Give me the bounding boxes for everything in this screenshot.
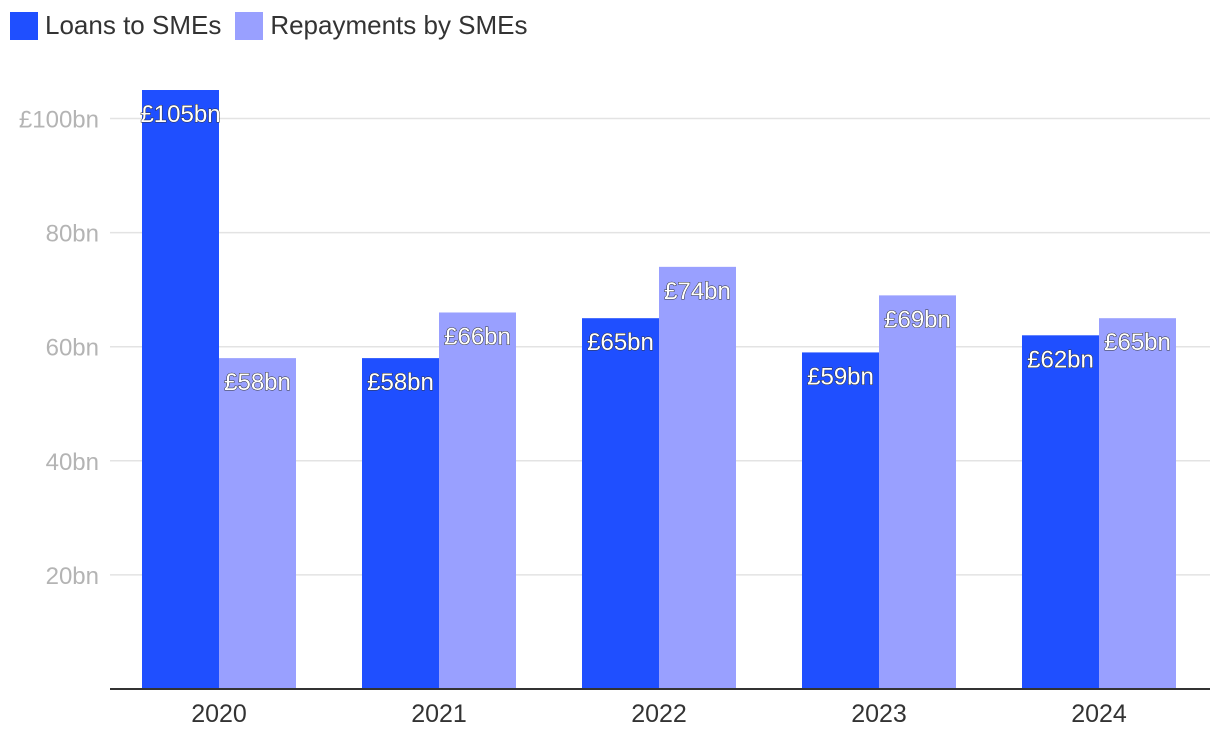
x-tick-label: 2021 (411, 700, 467, 728)
bar-value-label: £105bn (140, 101, 220, 128)
legend-item-loans[interactable]: Loans to SMEs (10, 10, 221, 41)
legend-label-loans: Loans to SMEs (45, 10, 222, 40)
bar-value-label: £59bn (807, 363, 874, 390)
bar-value-label: £58bn (224, 369, 291, 396)
chart-legend: Loans to SMEs Repayments by SMEs (10, 10, 528, 41)
bar-repayments-2021[interactable] (439, 312, 516, 689)
bar-loans-2022[interactable] (582, 318, 659, 689)
bar-value-label: £74bn (664, 278, 731, 305)
y-tick-label: 20bn (46, 563, 99, 590)
y-tick-label: £100bn (19, 107, 99, 134)
legend-swatch-repayments (235, 11, 264, 40)
bar-loans-2023[interactable] (802, 352, 879, 689)
y-tick-label: 80bn (46, 221, 99, 248)
bar-repayments-2020[interactable] (219, 358, 296, 689)
x-tick-label: 2024 (1071, 700, 1127, 728)
bar-loans-2024[interactable] (1022, 335, 1099, 689)
bar-repayments-2023[interactable] (879, 295, 956, 689)
bar-value-label: £69bn (884, 306, 951, 333)
legend-swatch-loans (10, 11, 38, 40)
bar-value-label: £66bn (444, 323, 511, 350)
legend-item-repayments[interactable]: Repayments by SMEs (235, 10, 528, 41)
bar-value-label: £65bn (587, 329, 654, 356)
legend-label-repayments: Repayments by SMEs (270, 10, 528, 40)
bar-loans-2020[interactable] (142, 90, 219, 689)
bar-repayments-2024[interactable] (1099, 318, 1176, 689)
x-tick-label: 2022 (631, 700, 687, 728)
bar-repayments-2022[interactable] (659, 266, 736, 689)
x-tick-label: 2020 (191, 700, 247, 728)
y-tick-label: 60bn (46, 335, 99, 362)
bar-value-label: £58bn (367, 369, 434, 396)
bar-loans-2021[interactable] (362, 358, 439, 689)
y-tick-label: 40bn (46, 449, 99, 476)
x-tick-label: 2023 (851, 700, 907, 728)
bar-value-label: £65bn (1104, 329, 1171, 356)
bar-value-label: £62bn (1027, 346, 1094, 373)
